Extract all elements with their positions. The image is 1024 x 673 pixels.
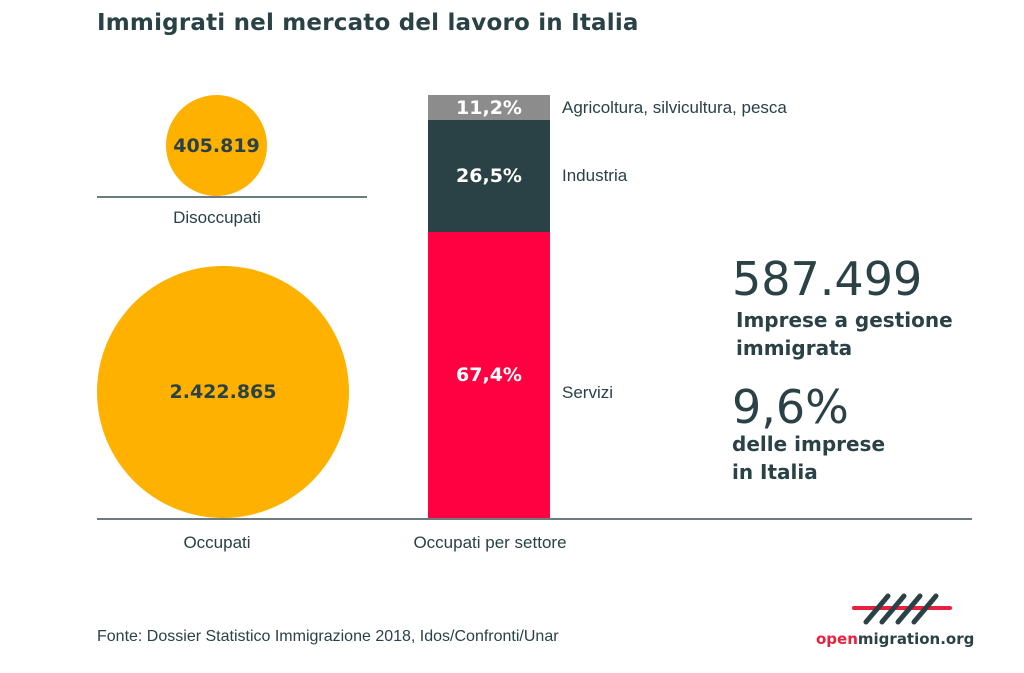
- label-occupati: Occupati: [183, 533, 251, 552]
- stat-quota-label-line2: in Italia: [732, 460, 818, 484]
- legend-agricoltura: Agricoltura, silvicultura, pesca: [562, 98, 787, 117]
- logo-part-migration: migration.org: [857, 630, 975, 648]
- baseline-disoccupati: [97, 196, 367, 198]
- bubble-value-disoccupati: 405.819: [173, 134, 260, 157]
- stat-quota-label: delle imprese in Italia: [732, 430, 885, 486]
- stat-quota-label-line1: delle imprese: [732, 432, 886, 456]
- label-disoccupati: Disoccupati: [173, 208, 261, 227]
- openmigration-logo-icon: [852, 593, 952, 625]
- bubble-occupati: 2.422.865: [97, 266, 349, 518]
- bubble-value-occupati: 2.422.865: [169, 381, 277, 403]
- bubble-disoccupati: 405.819: [166, 95, 267, 196]
- stat-imprese-label: Imprese a gestione immigrata: [736, 306, 953, 362]
- logo-part-open: open: [816, 630, 858, 648]
- bar-value-servizi: 67,4%: [456, 364, 522, 386]
- bar-value-agricoltura: 11,2%: [456, 96, 522, 119]
- stat-imprese-label-line2: immigrata: [736, 336, 853, 360]
- chart-title: Immigrati nel mercato del lavoro in Ital…: [97, 10, 639, 36]
- bar-segment-servizi: 67,4%: [428, 232, 550, 518]
- bar-segment-agricoltura: 11,2%: [428, 95, 550, 120]
- bar-segment-industria: 26,5%: [428, 120, 550, 232]
- logo-wordmark: openmigration.org: [816, 630, 974, 648]
- bar-value-industria: 26,5%: [456, 165, 522, 187]
- stat-imprese-value: 587.499: [732, 252, 923, 306]
- source-note: Fonte: Dossier Statistico Immigrazione 2…: [97, 628, 559, 645]
- stat-quota-value: 9,6%: [732, 380, 849, 434]
- label-occupati-per-settore: Occupati per settore: [413, 533, 567, 552]
- baseline-main: [97, 518, 972, 520]
- legend-servizi: Servizi: [562, 383, 614, 402]
- stat-imprese-label-line1: Imprese a gestione: [736, 308, 953, 332]
- legend-industria: Industria: [562, 166, 628, 185]
